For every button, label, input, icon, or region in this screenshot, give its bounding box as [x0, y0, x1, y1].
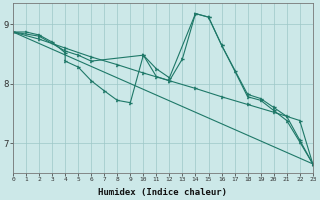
X-axis label: Humidex (Indice chaleur): Humidex (Indice chaleur) — [98, 188, 228, 197]
